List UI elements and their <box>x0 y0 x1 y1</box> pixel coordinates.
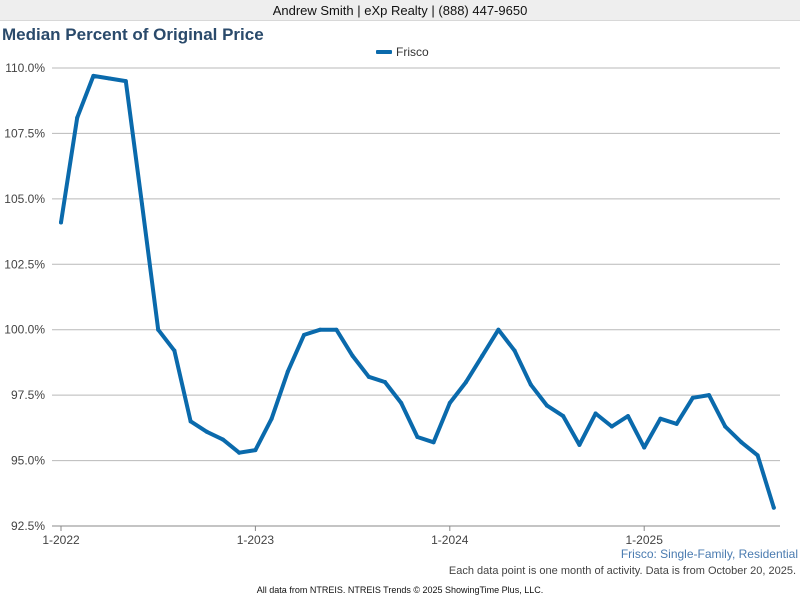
series-layer <box>59 73 776 510</box>
data-point[interactable] <box>464 380 468 385</box>
y-tick-label: 107.5% <box>4 126 45 140</box>
data-point[interactable] <box>140 202 144 207</box>
data-point[interactable] <box>237 450 242 455</box>
data-point[interactable] <box>123 79 128 84</box>
data-point[interactable] <box>447 400 452 405</box>
data-point[interactable] <box>707 393 711 398</box>
data-point[interactable] <box>658 416 663 421</box>
y-tick-label: 92.5% <box>11 519 45 533</box>
data-point[interactable] <box>59 220 63 225</box>
data-point[interactable] <box>496 327 501 332</box>
data-point[interactable] <box>221 437 225 442</box>
data-point[interactable] <box>609 424 614 429</box>
chart-legend[interactable]: Frisco <box>376 45 429 59</box>
x-tick-label: 1-2022 <box>42 533 80 547</box>
data-point[interactable] <box>755 453 760 458</box>
data-point[interactable] <box>561 414 566 419</box>
y-tick-label: 105.0% <box>4 192 45 206</box>
data-point[interactable] <box>512 348 517 353</box>
data-point[interactable] <box>156 327 161 332</box>
data-point[interactable] <box>593 411 598 416</box>
data-point[interactable] <box>399 400 404 405</box>
gridlines <box>52 67 780 527</box>
y-tick-label: 95.0% <box>11 454 45 468</box>
data-point[interactable] <box>285 369 290 374</box>
data-point[interactable] <box>577 442 582 447</box>
data-point[interactable] <box>334 327 339 332</box>
data-point[interactable] <box>674 421 679 426</box>
data-point[interactable] <box>626 414 630 419</box>
data-point[interactable] <box>302 332 306 337</box>
data-point[interactable] <box>350 353 355 358</box>
data-point[interactable] <box>269 416 274 421</box>
y-axis-tick-labels: 92.5% 95.0% 97.5% 100.0% 102.5% 105.0% 107.5% 1… <box>4 61 45 533</box>
data-point[interactable] <box>642 445 647 450</box>
footer-credit: All data from NTREIS. NTREIS Trends © 20… <box>256 585 544 595</box>
x-tick-label: 1-2024 <box>431 533 469 547</box>
chart-subtitle: Frisco: Single-Family, Residential <box>620 547 798 561</box>
chart-title: Median Percent of Original Price <box>2 25 264 44</box>
agent-header-bar: Andrew Smith | eXp Realty | (888) 447-96… <box>0 0 800 21</box>
y-tick-label: 110.0% <box>5 61 45 75</box>
data-point[interactable] <box>366 374 371 379</box>
y-tick-label: 97.5% <box>11 388 45 402</box>
agent-contact-text: Andrew Smith | eXp Realty | (888) 447-96… <box>272 3 528 18</box>
y-tick-label: 102.5% <box>4 257 45 271</box>
data-point[interactable] <box>188 419 193 424</box>
data-point[interactable] <box>91 73 96 78</box>
data-note: Each data point is one month of activity… <box>448 565 796 577</box>
data-point[interactable] <box>107 76 112 81</box>
data-point[interactable] <box>690 395 695 400</box>
data-point[interactable] <box>739 440 744 445</box>
data-point[interactable] <box>431 440 436 445</box>
data-point[interactable] <box>723 424 728 429</box>
data-point[interactable] <box>771 505 776 510</box>
legend-label-frisco: Frisco <box>396 45 429 59</box>
x-tick-label: 1-2025 <box>626 533 664 547</box>
data-point[interactable] <box>480 353 485 358</box>
x-tick-label: 1-2023 <box>237 533 275 547</box>
data-point[interactable] <box>75 115 80 120</box>
data-point[interactable] <box>253 448 258 453</box>
data-point[interactable] <box>172 348 177 353</box>
data-point[interactable] <box>204 429 209 434</box>
x-axis: 1-2022 1-2023 1-2024 1-2025 <box>42 525 780 547</box>
data-point[interactable] <box>318 327 323 332</box>
legend-swatch-frisco <box>376 50 392 54</box>
y-tick-label: 100.0% <box>4 323 45 337</box>
data-point[interactable] <box>383 380 387 385</box>
data-point[interactable] <box>415 435 420 440</box>
data-point[interactable] <box>528 382 533 387</box>
series-line-frisco[interactable] <box>59 73 776 510</box>
data-point[interactable] <box>545 403 549 408</box>
